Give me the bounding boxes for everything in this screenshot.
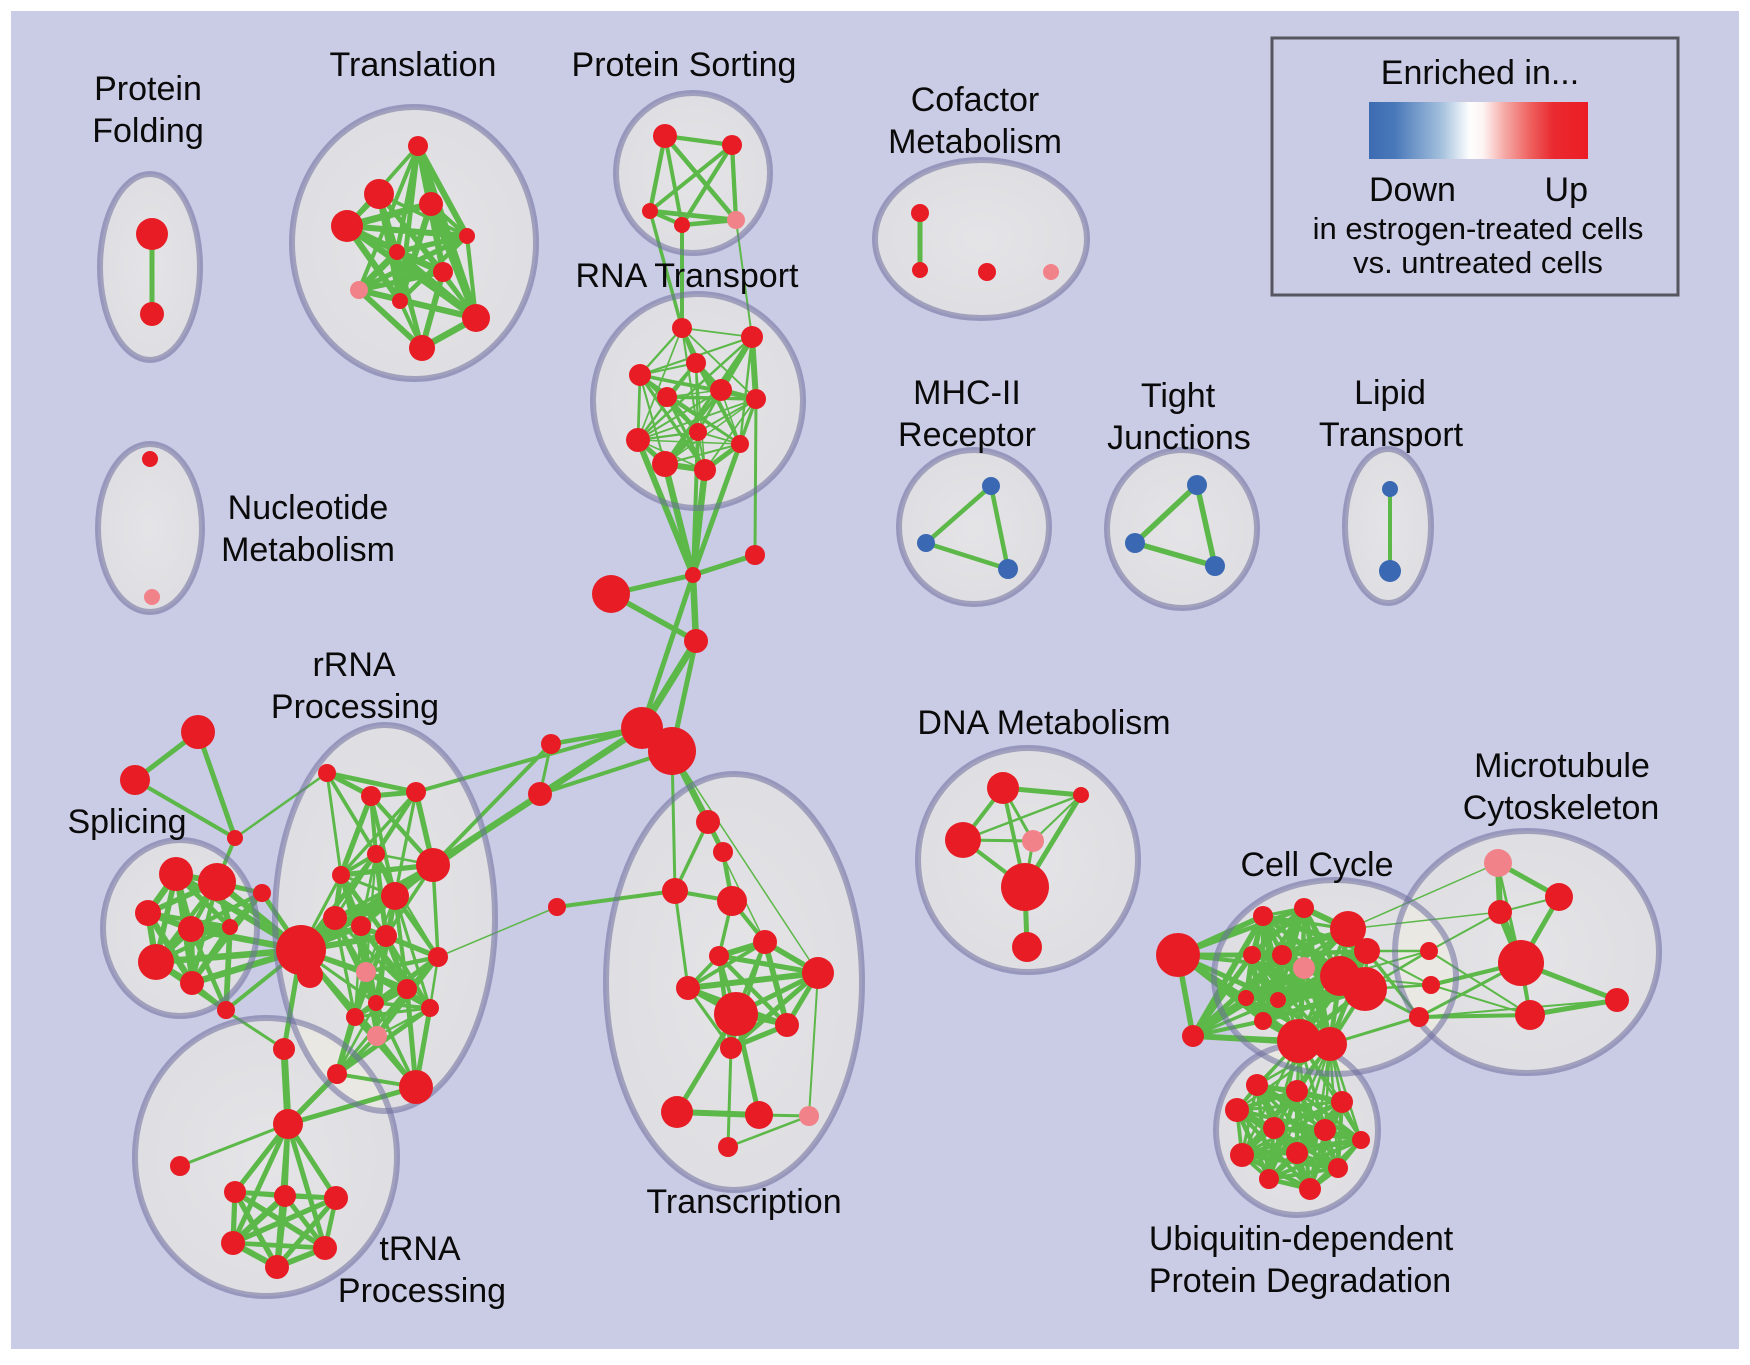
svg-text:Microtubule: Microtubule <box>1474 747 1650 785</box>
svg-text:Splicing: Splicing <box>67 803 186 841</box>
svg-text:RNA Transport: RNA Transport <box>576 257 800 295</box>
svg-text:vs. untreated cells: vs. untreated cells <box>1353 245 1603 280</box>
svg-text:Metabolism: Metabolism <box>888 123 1062 161</box>
svg-text:Folding: Folding <box>92 112 204 150</box>
svg-text:Tight: Tight <box>1141 377 1216 415</box>
svg-text:Junctions: Junctions <box>1107 419 1251 457</box>
svg-text:Translation: Translation <box>330 46 497 84</box>
svg-text:Transport: Transport <box>1319 416 1464 454</box>
svg-text:Protein Sorting: Protein Sorting <box>572 46 797 84</box>
svg-text:tRNA: tRNA <box>379 1230 461 1268</box>
svg-text:Metabolism: Metabolism <box>221 531 395 569</box>
svg-text:Ubiquitin-dependent: Ubiquitin-dependent <box>1149 1220 1454 1258</box>
svg-text:Down: Down <box>1369 171 1456 209</box>
svg-text:Processing: Processing <box>271 688 439 726</box>
svg-text:Transcription: Transcription <box>646 1183 841 1221</box>
svg-text:Cytoskeleton: Cytoskeleton <box>1463 789 1660 827</box>
svg-text:Lipid: Lipid <box>1354 374 1426 412</box>
svg-text:Nucleotide: Nucleotide <box>228 489 389 527</box>
svg-text:Cofactor: Cofactor <box>911 81 1040 119</box>
svg-text:MHC-II: MHC-II <box>913 374 1021 412</box>
svg-text:Receptor: Receptor <box>898 416 1036 454</box>
svg-text:Protein Degradation: Protein Degradation <box>1149 1262 1451 1300</box>
svg-text:Up: Up <box>1545 171 1588 209</box>
svg-text:Cell Cycle: Cell Cycle <box>1240 846 1393 884</box>
svg-text:DNA Metabolism: DNA Metabolism <box>917 704 1170 742</box>
svg-text:rRNA: rRNA <box>312 646 395 684</box>
svg-text:in estrogen-treated cells: in estrogen-treated cells <box>1313 211 1644 246</box>
svg-text:Protein: Protein <box>94 70 202 108</box>
svg-text:Enriched in...: Enriched in... <box>1381 54 1579 92</box>
svg-text:Processing: Processing <box>338 1272 506 1310</box>
